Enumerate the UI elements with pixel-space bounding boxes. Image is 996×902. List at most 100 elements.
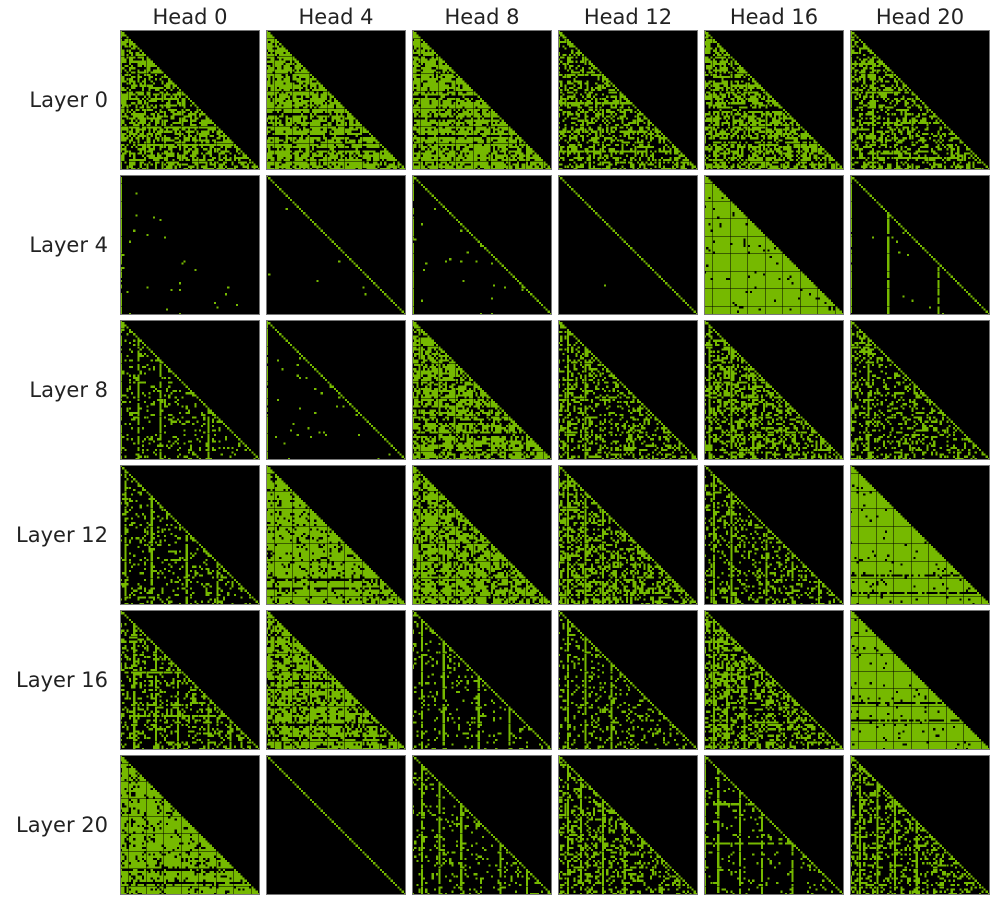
- heatmap-cells: [120, 30, 260, 170]
- panel-frame: [558, 465, 698, 605]
- heatmap-panel-r2-c0: [120, 320, 260, 460]
- heatmap-cells: [850, 320, 990, 460]
- heatmap-cells: [704, 610, 844, 750]
- heatmap-cells: [558, 610, 698, 750]
- heatmap-panel-r1-c2: [412, 175, 552, 315]
- heatmap-panel-r2-c3: [558, 320, 698, 460]
- heatmap-panel-r5-c3: [558, 755, 698, 895]
- heatmap-panel-r2-c5: [850, 320, 990, 460]
- heatmap-cells: [266, 610, 406, 750]
- heatmap-panel-r3-c3: [558, 465, 698, 605]
- panel-frame: [558, 610, 698, 750]
- heatmap-cells: [558, 175, 698, 315]
- panel-frame: [120, 610, 260, 750]
- heatmap-cells: [120, 465, 260, 605]
- heatmap-panel-r5-c1: [266, 755, 406, 895]
- heatmap-cells: [850, 30, 990, 170]
- heatmap-panel-r2-c2: [412, 320, 552, 460]
- heatmap-cells: [412, 175, 552, 315]
- panel-frame: [850, 465, 990, 605]
- panel-frame: [704, 755, 844, 895]
- heatmap-cells: [412, 320, 552, 460]
- panel-frame: [850, 610, 990, 750]
- panel-frame: [266, 30, 406, 170]
- heatmap-panel-r2-c4: [704, 320, 844, 460]
- heatmap-panels: [120, 30, 990, 895]
- panel-frame: [850, 755, 990, 895]
- heatmap-panel-r1-c4: [704, 175, 844, 315]
- panel-frame: [850, 30, 990, 170]
- heatmap-panel-r3-c0: [120, 465, 260, 605]
- panel-frame: [266, 175, 406, 315]
- row-label-3: Layer 12: [16, 523, 108, 547]
- column-label-3: Head 12: [584, 5, 672, 29]
- column-label-1: Head 4: [299, 5, 374, 29]
- panel-frame: [120, 30, 260, 170]
- row-label-1: Layer 4: [29, 233, 108, 257]
- row-labels: Layer 0 Layer 4 Layer 8 Layer 12 Layer 16 Lay…: [16, 88, 108, 837]
- panel-frame: [412, 320, 552, 460]
- panel-frame: [704, 30, 844, 170]
- row-label-0: Layer 0: [29, 88, 108, 112]
- column-labels: Head 0 Head 4 Head 8 Head 12 Head 16 Head 20: [153, 5, 965, 29]
- panel-frame: [120, 320, 260, 460]
- panel-frame: [266, 320, 406, 460]
- heatmap-cells: [704, 320, 844, 460]
- heatmap-cells: [266, 320, 406, 460]
- heatmap-cells: [850, 610, 990, 750]
- heatmap-panel-r3-c5: [850, 465, 990, 605]
- heatmap-panel-r0-c2: [412, 30, 552, 170]
- panel-frame: [412, 610, 552, 750]
- heatmap-cells: [412, 610, 552, 750]
- panel-frame: [558, 30, 698, 170]
- heatmap-cells: [558, 465, 698, 605]
- row-label-4: Layer 16: [16, 668, 108, 692]
- heatmap-panel-r4-c5: [850, 610, 990, 750]
- heatmap-cells: [266, 175, 406, 315]
- panel-frame: [120, 465, 260, 605]
- heatmap-cells: [704, 30, 844, 170]
- heatmap-cells: [704, 175, 844, 315]
- column-label-5: Head 20: [876, 5, 964, 29]
- panel-frame: [120, 755, 260, 895]
- heatmap-cells: [120, 610, 260, 750]
- heatmap-panel-r2-c1: [266, 320, 406, 460]
- heatmap-panel-r4-c0: [120, 610, 260, 750]
- heatmap-panel-r0-c1: [266, 30, 406, 170]
- panel-frame: [412, 30, 552, 170]
- heatmap-cells: [412, 755, 552, 895]
- heatmap-panel-r3-c2: [412, 465, 552, 605]
- heatmap-cells: [850, 465, 990, 605]
- heatmap-panel-r0-c3: [558, 30, 698, 170]
- heatmap-panel-r1-c3: [558, 175, 698, 315]
- heatmap-panel-r1-c5: [850, 175, 990, 315]
- panel-frame: [704, 320, 844, 460]
- heatmap-cells: [412, 30, 552, 170]
- heatmap-panel-r3-c1: [266, 465, 406, 605]
- panel-frame: [704, 175, 844, 315]
- panel-frame: [850, 175, 990, 315]
- heatmap-panel-r1-c1: [266, 175, 406, 315]
- panel-frame: [704, 465, 844, 605]
- heatmap-cells: [266, 30, 406, 170]
- column-label-0: Head 0: [153, 5, 228, 29]
- panel-frame: [558, 755, 698, 895]
- heatmap-cells: [558, 30, 698, 170]
- heatmap-cells: [850, 755, 990, 895]
- panel-frame: [558, 175, 698, 315]
- heatmap-cells: [704, 755, 844, 895]
- column-label-2: Head 8: [445, 5, 520, 29]
- heatmap-cells: [850, 175, 990, 315]
- heatmap-panel-r0-c0: [120, 30, 260, 170]
- heatmap-panel-r4-c1: [266, 610, 406, 750]
- heatmap-panel-r5-c0: [120, 755, 260, 895]
- heatmap-panel-r5-c4: [704, 755, 844, 895]
- panel-frame: [704, 610, 844, 750]
- heatmap-panel-r4-c4: [704, 610, 844, 750]
- heatmap-panel-r5-c2: [412, 755, 552, 895]
- heatmap-cells: [412, 465, 552, 605]
- heatmap-cells: [266, 755, 406, 895]
- heatmap-panel-r1-c0: [120, 175, 260, 315]
- heatmap-panel-r3-c4: [704, 465, 844, 605]
